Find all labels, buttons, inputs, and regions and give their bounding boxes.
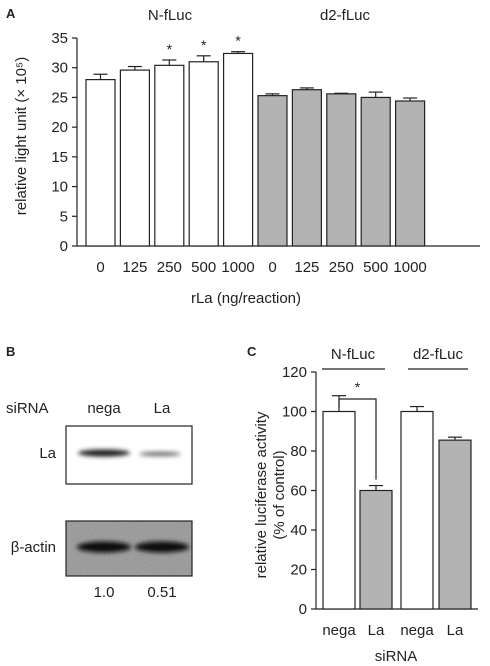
panel-a-bar [119,69,151,247]
panel-a-group-label-d2fluc: d2-fLuc [320,7,371,24]
siRNA-label: siRNA [6,400,49,417]
panel-c-x-axis-label: siRNA [375,648,418,665]
panel-a-y-tick-label: 5 [60,208,68,225]
panel-c-x-tick-label: La [368,622,385,639]
panel-a-x-tick-label: 0 [268,259,276,276]
panel-a-label: A [6,6,16,21]
panel-c-y-tick-label: 0 [299,601,307,618]
panel-a-bar [85,78,116,247]
actin-band-nega [77,541,131,553]
panel-a-bar [360,96,391,247]
panel-a-x-tick-label: 250 [329,259,354,276]
panel-c-y-tick-label: 20 [290,562,307,579]
panel-c-y-axis-label-line-1: relative luciferase activity [253,411,270,578]
panel-c-y-tick-label: 80 [290,443,307,460]
panel-a-x-tick-label: 500 [191,259,216,276]
actin-band-la [135,541,189,553]
blot-row-label-beta-actin: β-actin [11,539,56,556]
panel-a-significance-marker: * [201,37,207,53]
panel-c-y-tick-label: 100 [282,404,307,421]
panel-a-bar [188,61,219,247]
panel-a-y-tick-label: 30 [51,60,68,77]
panel-a-y-tick-label: 15 [51,149,68,166]
panel-c-y-tick-label: 40 [290,522,307,539]
beta-actin-blot [65,520,193,577]
panel-a-x-tick-label: 1000 [221,259,254,276]
blot-row-label-la: La [39,445,56,462]
panel-c-significance-bracket [338,398,377,480]
panel-c-bar [322,410,356,610]
quant-value-nega: 1.0 [94,584,115,601]
panel-a-x-tick-label: 0 [96,259,104,276]
panel-c-x-tick-label: nega [322,622,356,639]
panel-a-significance-marker: * [235,33,241,49]
la-band-nega [78,449,130,457]
panel-a-chart: 0 5 10 15 20 25 30 35 0 125 * 250 * 500 * 1000 0 125 250 50… [51,30,480,276]
panel-a-x-tick-label: 250 [157,259,182,276]
panel-a-y-tick-label: 10 [51,179,68,196]
panel-c-group-label-nfluc: N-fLuc [331,346,376,363]
panel-a-bar [154,64,185,247]
panel-c-bar [400,410,434,610]
panel-c-significance-marker: * [355,379,361,395]
lane-label-nega: nega [87,400,121,417]
panel-a-x-tick-label: 1000 [393,259,426,276]
panel-a-x-tick-label: 500 [363,259,388,276]
panel-c-y-tick-label: 120 [282,364,307,381]
panel-c-label: C [247,344,257,359]
panel-a-y-axis-label: relative light unit (× 10⁵) [13,57,30,215]
panel-a-bar [291,89,322,247]
panel-c-x-tick-label: La [447,622,464,639]
panel-a-x-tick-label: 125 [122,259,147,276]
panel-c-y-tick-label: 60 [290,483,307,500]
panel-c-bar [359,489,393,610]
panel-a-bar [326,93,357,247]
panel-a-y-tick-label: 35 [51,30,68,47]
panel-c-bar [438,439,472,610]
panel-c-group-label-d2fluc: d2-fLuc [413,346,464,363]
panel-a-y-tick-label: 25 [51,89,68,106]
la-band-la [139,451,181,457]
panel-a-x-axis-label: rLa (ng/reaction) [191,290,301,307]
lane-label-la: La [154,400,171,417]
panel-c-y-axis-label-line-2: (% of control) [271,450,288,539]
panel-a-bar [395,100,426,247]
quant-value-la: 0.51 [147,584,176,601]
panel-a-y-tick-label: 20 [51,119,68,136]
panel-a-significance-marker: * [167,41,173,57]
panel-a-group-label-nfluc: N-fLuc [148,7,193,24]
panel-b-label: B [6,344,15,359]
panel-a-bar [223,52,254,247]
panel-a-bar [257,95,288,247]
la-blot [65,425,193,485]
panel-a-x-tick-label: 125 [294,259,319,276]
panel-a-y-tick-label: 0 [60,238,68,255]
panel-c-x-tick-label: nega [400,622,434,639]
